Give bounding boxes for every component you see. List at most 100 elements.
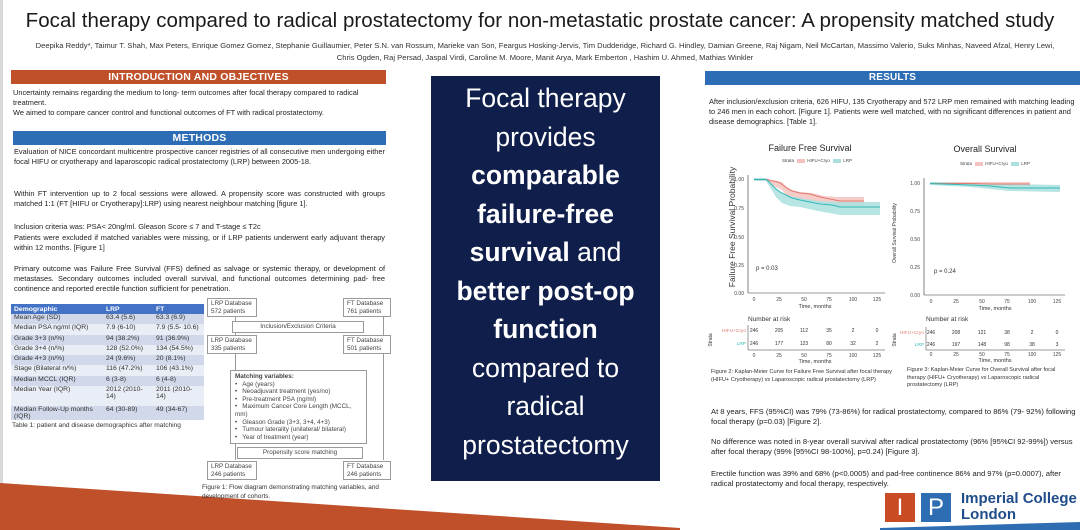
matching-variable-list: Age (years) Neoadjuvant treatment (yes/n… bbox=[235, 381, 362, 442]
intro-text: Uncertainty remains regarding the medium… bbox=[13, 88, 388, 118]
svg-text:177: 177 bbox=[775, 341, 784, 347]
cell: 20 (8.1%) bbox=[153, 355, 204, 366]
svg-text:0.50: 0.50 bbox=[910, 237, 920, 243]
logo-line-1: Imperial College bbox=[961, 490, 1077, 507]
legend-swatch-hifu bbox=[797, 158, 806, 163]
table-caption: Table 1: patient and disease demographic… bbox=[12, 422, 181, 429]
legend-label: LRP bbox=[843, 158, 852, 163]
cell: Median Follow-Up months (IQR) bbox=[11, 406, 103, 421]
svg-text:0.75: 0.75 bbox=[910, 209, 920, 215]
box-count: 761 patients bbox=[347, 307, 382, 315]
cell: 49 (34-67) bbox=[153, 406, 204, 421]
box-label: FT Database bbox=[347, 337, 384, 344]
methods-heading: METHODS bbox=[13, 131, 386, 145]
demographics-table: Demographic LRP FT Mean Age (SD) 63.4 (5.… bbox=[11, 304, 204, 421]
cell: Median PSA ng/ml (IQR) bbox=[11, 324, 103, 335]
box-count: 335 patients bbox=[211, 344, 246, 352]
intro-paragraph-2: We aimed to compare cancer control and f… bbox=[13, 108, 324, 118]
authors-line-1: Deepika Reddy*, Taimur T. Shah, Max Pete… bbox=[35, 41, 1055, 50]
svg-text:205: 205 bbox=[775, 328, 784, 334]
os-plot: 1.00 0.75 0.50 0.25 0.00 p = 0.24 0 25 5… bbox=[892, 178, 1065, 364]
svg-text:32: 32 bbox=[850, 341, 856, 347]
svg-text:121: 121 bbox=[978, 330, 987, 336]
svg-text:100: 100 bbox=[1028, 299, 1037, 305]
svg-text:0.75: 0.75 bbox=[734, 206, 744, 212]
authors-line-2: Chris Ogden, Raj Persad, Jaspal Virdi, C… bbox=[336, 52, 754, 62]
table-row: Grade 4+3 (n/%) 24 (9.6%) 20 (8.1%) bbox=[11, 355, 204, 366]
svg-text:50: 50 bbox=[979, 299, 985, 305]
key-text: and bbox=[569, 237, 622, 267]
table-row: Stage (Bilateral n/%) 116 (47.2%) 106 (43.… bbox=[11, 365, 204, 376]
legend-label: LRP bbox=[1021, 161, 1030, 166]
legend-label: HIFU+Cryo bbox=[807, 158, 830, 163]
svg-text:Time, months: Time, months bbox=[978, 306, 1011, 312]
svg-text:75: 75 bbox=[1004, 299, 1010, 305]
cell: 2011 (2010-14) bbox=[153, 386, 204, 407]
key-line: prostatectomy bbox=[462, 429, 629, 460]
logo-line-2: London bbox=[961, 505, 1016, 523]
svg-text:38: 38 bbox=[1004, 330, 1010, 336]
logo-mark-p: P bbox=[921, 493, 951, 522]
matching-variable: Tumour laterality (unilateral/ bilateral… bbox=[235, 426, 362, 434]
chart-title: Overall Survival bbox=[953, 144, 1017, 154]
svg-text:25: 25 bbox=[776, 297, 782, 303]
logo-wordmark: Imperial College London bbox=[961, 491, 1077, 522]
intro-paragraph-1: Uncertainty remains regarding the medium… bbox=[13, 88, 359, 108]
svg-text:0: 0 bbox=[753, 353, 756, 359]
chart-legend: Strata HIFU+Cryo LRP bbox=[960, 161, 1030, 166]
svg-text:0: 0 bbox=[930, 352, 933, 358]
propensity-matching-box: Propensity score matching bbox=[237, 447, 363, 459]
box-count: 572 patients bbox=[211, 307, 246, 315]
svg-text:125: 125 bbox=[1053, 352, 1062, 358]
cell: 106 (43.1%) bbox=[153, 365, 204, 376]
methods-exclusion: Patients were excluded if matched variab… bbox=[14, 233, 385, 253]
svg-text:3: 3 bbox=[1056, 342, 1059, 348]
svg-text:0.00: 0.00 bbox=[734, 291, 744, 297]
svg-text:Strata: Strata bbox=[892, 333, 898, 347]
table-row: Grade 3+3 (n/%) 94 (38.2%) 91 (36.9%) bbox=[11, 334, 204, 345]
col-header-lrp: LRP bbox=[103, 304, 153, 314]
inclusion-exclusion-box: Inclusion/Exclusion Criteria bbox=[232, 321, 364, 333]
lrp-database-final: LRP Database 246 patients bbox=[207, 461, 257, 481]
svg-text:0.25: 0.25 bbox=[910, 265, 920, 271]
svg-text:Time, months: Time, months bbox=[798, 359, 831, 365]
lrp-database-initial: LRP Database 572 patients bbox=[207, 298, 257, 318]
cell: Grade 4+3 (n/%) bbox=[11, 355, 103, 366]
table-row: Median Follow-Up months (IQR) 64 (30-89) 4… bbox=[11, 406, 204, 421]
svg-text:148: 148 bbox=[978, 342, 987, 348]
connector-right bbox=[383, 315, 384, 460]
cell: 2012 (2010-14) bbox=[103, 386, 153, 407]
flow-caption: Figure 1: Flow diagram demonstrating mat… bbox=[202, 484, 379, 500]
svg-text:112: 112 bbox=[800, 328, 808, 334]
matching-variable: Maximum Cancer Core Length (MCCL, mm) bbox=[235, 403, 362, 418]
svg-text:197: 197 bbox=[952, 342, 961, 348]
svg-text:Strata: Strata bbox=[708, 333, 714, 347]
svg-text:75: 75 bbox=[826, 297, 832, 303]
figure-2-caption: Figure 2: Kaplan-Meier Curve for Failure… bbox=[711, 369, 892, 383]
cell: 134 (54.5%) bbox=[153, 344, 204, 356]
results-paragraph-1: After inclusion/exclusion criteria, 626 … bbox=[709, 97, 1075, 127]
figure-3-caption: Figure 3: Kaplan-Meier Curve for Overall… bbox=[907, 367, 1056, 389]
cell: 128 (52.0%) bbox=[103, 344, 153, 356]
cell: Grade 3+3 (n/%) bbox=[11, 334, 103, 345]
key-line: radical bbox=[506, 391, 585, 421]
cell: 64 (30-89) bbox=[103, 406, 153, 421]
svg-text:50: 50 bbox=[801, 297, 807, 303]
svg-text:0.25: 0.25 bbox=[734, 263, 744, 269]
svg-text:0: 0 bbox=[876, 328, 879, 334]
matching-variable: Year of treatment (year) bbox=[235, 434, 362, 442]
matching-variables-box: Matching variables: Age (years) Neoadjuv… bbox=[230, 370, 367, 445]
svg-text:HIFU+Cryo: HIFU+Cryo bbox=[722, 328, 746, 334]
svg-text:Time, months: Time, months bbox=[798, 304, 831, 310]
svg-text:50: 50 bbox=[801, 353, 807, 359]
svg-text:1.00: 1.00 bbox=[910, 181, 920, 187]
key-message-panel: Focal therapy provides comparable failur… bbox=[431, 76, 660, 481]
svg-text:25: 25 bbox=[953, 299, 959, 305]
table-row: Mean Age (SD) 63.4 (5.6) 63.3 (6.9) bbox=[11, 314, 204, 325]
svg-text:25: 25 bbox=[776, 353, 782, 359]
legend-title: Strata bbox=[782, 158, 795, 163]
svg-text:100: 100 bbox=[849, 297, 858, 303]
box-label: FT Database bbox=[347, 300, 384, 307]
svg-text:38: 38 bbox=[1029, 342, 1035, 348]
